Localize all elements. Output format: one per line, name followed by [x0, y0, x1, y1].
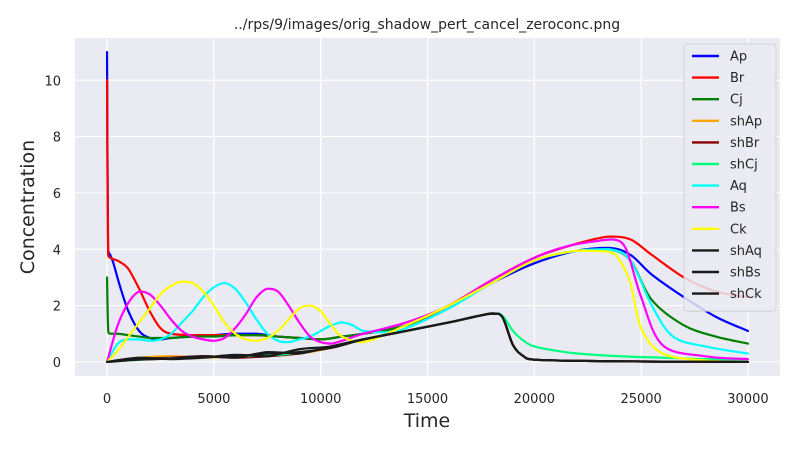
series-line-shck: [105, 312, 750, 364]
x-tick-label: 0: [103, 392, 111, 407]
legend-label: Br: [730, 71, 745, 86]
x-tick-label: 30000: [727, 392, 768, 407]
legend-label: shCk: [730, 287, 762, 302]
y-axis-label: Concentration: [17, 140, 39, 274]
legend-label: shBr: [730, 136, 760, 151]
series-line-ck: [105, 249, 750, 364]
x-tick-label: 20000: [514, 392, 555, 407]
legend-label: Ap: [730, 50, 747, 65]
y-tick-label: 8: [53, 131, 61, 146]
x-tick-label: 5000: [197, 392, 230, 407]
y-tick-label: 0: [53, 356, 61, 371]
legend-label: shAp: [730, 114, 762, 129]
legend-label: shCj: [730, 158, 758, 173]
y-tick-label: 10: [44, 74, 61, 89]
x-tick-label: 15000: [407, 392, 448, 407]
x-axis-label: Time: [403, 410, 451, 432]
legend-label: Ck: [730, 222, 747, 237]
x-tick-label: 25000: [620, 392, 661, 407]
series-lines: [105, 50, 750, 364]
legend-box: [683, 43, 777, 312]
chart-title: ../rps/9/images/orig_shadow_pert_cancel_…: [234, 17, 620, 33]
legend-label: Cj: [730, 93, 743, 108]
y-tick-label: 2: [53, 300, 61, 315]
legend-label: shAq: [730, 244, 762, 259]
legend: Ap Br Cj shAp shBr shCj Aq Bs Ck shAq shBs shCk: [683, 43, 777, 312]
axis-ticks: 0 5000 10000 15000 20000 25000 30000 0 2 4 6 8 10: [44, 74, 768, 407]
x-tick-label: 10000: [300, 392, 341, 407]
y-tick-label: 4: [53, 243, 61, 258]
legend-label: shBs: [730, 266, 761, 281]
legend-label: Bs: [730, 201, 746, 216]
y-tick-label: 6: [53, 187, 61, 202]
legend-label: Aq: [730, 179, 747, 194]
